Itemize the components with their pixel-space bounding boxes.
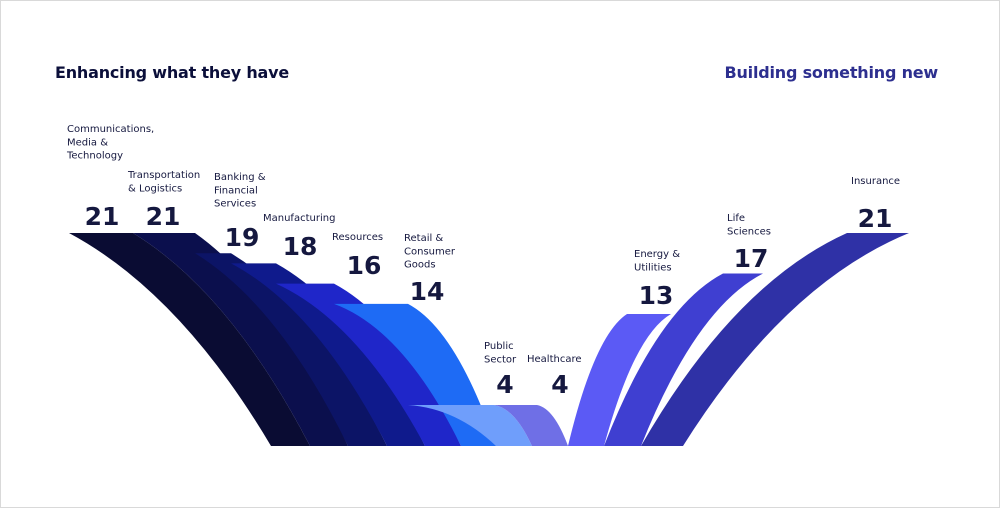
category-label: Transportation & Logistics (127, 170, 200, 194)
band-10 (604, 273, 763, 446)
band-4 (231, 263, 425, 446)
category-label: Resources (332, 232, 383, 243)
band-8 (494, 405, 568, 446)
value-label: 13 (639, 281, 674, 310)
value-label: 21 (146, 202, 181, 231)
band-2 (133, 233, 348, 446)
value-label: 19 (225, 223, 260, 252)
value-label: 14 (410, 277, 445, 306)
band-1 (69, 233, 310, 446)
band-3 (195, 253, 387, 446)
category-label: Energy & Utilities (634, 249, 680, 273)
category-label: Public Sector (484, 341, 517, 365)
right-group-title: Building something new (724, 63, 938, 82)
band-7 (408, 405, 532, 446)
band-11 (641, 233, 909, 446)
category-label: Manufacturing (263, 213, 335, 224)
value-label: 18 (283, 232, 318, 261)
band-9 (568, 313, 671, 446)
category-label: Insurance (851, 176, 900, 187)
value-label: 16 (347, 251, 382, 280)
value-label: 17 (734, 244, 769, 273)
category-label: Life Sciences (727, 213, 771, 237)
value-label: 21 (85, 202, 120, 231)
left-group-title: Enhancing what they have (55, 63, 290, 82)
category-label: Communications, Media & Technology (66, 124, 154, 162)
value-label: 21 (858, 204, 893, 233)
value-label: 4 (551, 370, 568, 399)
category-label: Banking & Financial Services (214, 172, 266, 210)
category-label: Healthcare (527, 354, 582, 365)
category-label: Retail & Consumer Goods (404, 233, 456, 271)
value-label: 4 (496, 370, 513, 399)
